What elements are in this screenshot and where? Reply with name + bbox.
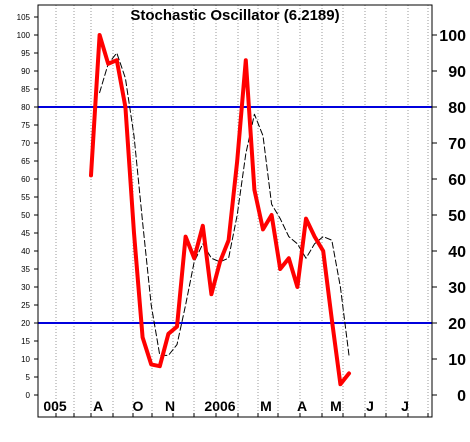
left-tick-label: 55 [21,193,30,202]
stochastic-d-line [99,52,350,356]
right-tick-label: 90 [448,64,466,81]
left-tick-label: 60 [21,175,30,184]
right-tick-label: 50 [448,208,466,225]
x-tick-label: M [330,398,342,414]
left-tick-label: 45 [21,229,30,238]
left-tick-label: 0 [26,391,31,400]
right-tick-label: 0 [457,388,466,405]
x-tick-label: A [297,398,307,414]
right-tick-label: 10 [448,352,466,369]
left-tick-label: 75 [21,121,30,130]
left-tick-label: 90 [21,67,30,76]
right-tick-label: 70 [448,136,466,153]
left-tick-label: 85 [21,85,30,94]
left-tick-label: 40 [21,247,30,256]
stochastic-k-line [89,33,351,387]
x-tick-label: M [260,398,272,414]
left-tick-label: 70 [21,139,30,148]
left-tick-label: 20 [21,319,30,328]
x-tick-label: 005 [43,398,67,414]
right-tick-label: 20 [448,316,466,333]
left-axis: 0 5 10 15 20 25 30 35 40 45 50 55 60 65 70 75 80 85 90 95 10… [17,13,38,400]
left-tick-label: 5 [26,373,31,382]
series-layer [89,33,351,387]
right-tick-label: 30 [448,280,466,297]
left-tick-label: 35 [21,265,30,274]
x-tick-label: J [366,398,374,414]
reference-lines [38,106,432,324]
right-tick-label: 80 [448,100,466,117]
right-axis: 0 10 20 30 40 50 60 70 80 90 100 [432,28,466,405]
x-tick-label: J [401,398,409,414]
left-tick-label: 95 [21,49,30,58]
x-tick-label: A [93,398,103,414]
x-axis: 005 A O N 2006 M A M J J [43,398,429,417]
right-tick-label: 100 [439,28,466,45]
left-tick-label: 25 [21,301,30,310]
x-tick-label: 2006 [204,398,235,414]
left-tick-label: 30 [21,283,30,292]
left-tick-label: 80 [21,103,30,112]
right-tick-label: 40 [448,244,466,261]
plot-frame [37,4,433,418]
chart-title: Stochastic Oscillator (6.2189) [130,7,339,24]
left-tick-label: 105 [17,13,31,22]
left-tick-label: 15 [21,337,30,346]
x-tick-label: O [133,398,144,414]
left-tick-label: 50 [21,211,30,220]
left-tick-label: 65 [21,157,30,166]
left-tick-label: 10 [21,355,30,364]
x-tick-label: N [165,398,175,414]
left-tick-label: 100 [17,31,31,40]
right-tick-label: 60 [448,172,466,189]
